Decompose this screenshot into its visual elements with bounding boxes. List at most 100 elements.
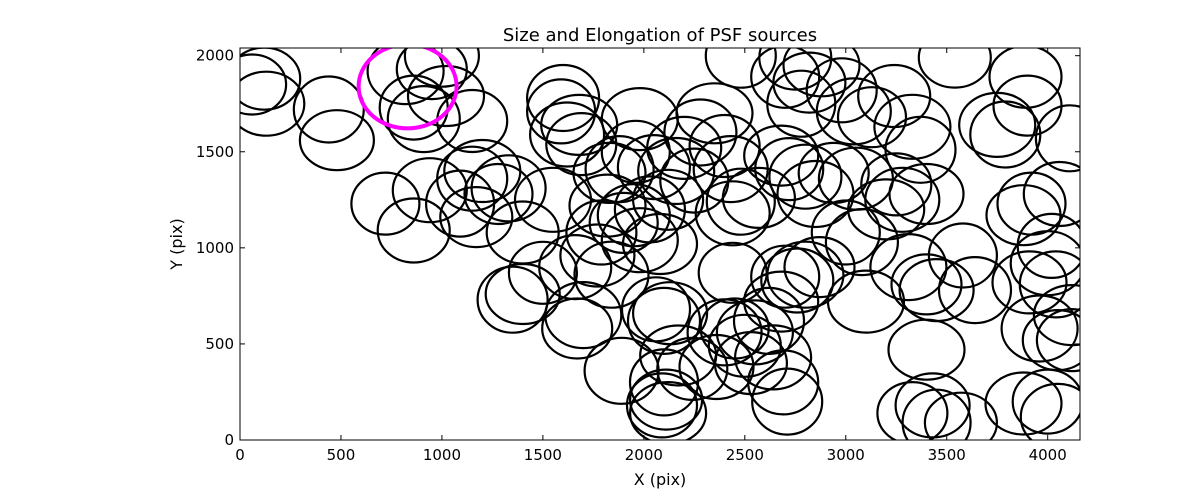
- x-tick-label: 0: [235, 446, 245, 464]
- x-tick-label: 2000: [625, 446, 663, 464]
- psf-source-ellipse: [366, 48, 445, 106]
- psf-source-ellipse: [628, 348, 700, 417]
- y-tick-label: 500: [205, 335, 234, 353]
- psf-source-ellipse: [754, 137, 825, 202]
- psf-source-ellipse: [705, 167, 776, 236]
- psf-source-ellipse: [613, 175, 687, 244]
- y-tick-label: 2000: [196, 47, 234, 65]
- x-axis-label: X (pix): [634, 470, 687, 489]
- psf-source-ellipse: [637, 136, 716, 206]
- psf-source-ellipse: [768, 143, 843, 210]
- psf-source-ellipse: [1009, 230, 1080, 297]
- psf-source-ellipse: [826, 269, 906, 334]
- psf-source-ellipse: [625, 372, 699, 439]
- psf-source-ellipse: [240, 53, 288, 116]
- x-tick-label: 3500: [928, 446, 966, 464]
- psf-source-ellipse: [620, 276, 692, 343]
- psf-source-ellipse: [631, 168, 705, 231]
- psf-source-ellipse: [694, 180, 771, 247]
- psf-source-ellipse: [626, 286, 702, 355]
- psf-source-ellipse: [901, 388, 972, 440]
- psf-source-ellipse: [876, 381, 949, 440]
- psf-source-ellipse: [1034, 104, 1080, 173]
- psf-source-ellipse: [836, 86, 908, 149]
- psf-source-ellipse: [507, 240, 579, 305]
- psf-source-ellipse: [733, 324, 813, 391]
- psf-source-ellipse: [463, 162, 534, 226]
- psf-source-ellipse: [1022, 160, 1080, 228]
- y-tick-label: 1500: [196, 143, 234, 161]
- psf-source-ellipse: [888, 162, 965, 226]
- psf-source-ellipse: [890, 253, 963, 316]
- plot-area: [240, 48, 1080, 440]
- x-tick-label: 500: [327, 446, 356, 464]
- psf-source-ellipse: [559, 223, 636, 288]
- y-tick-label: 1000: [196, 239, 234, 257]
- psf-source-ellipse: [376, 197, 451, 264]
- axes-frame: [239, 47, 1081, 441]
- y-axis-ticks: 0 500 1000 1500 2000: [196, 47, 1080, 449]
- psf-source-ellipse: [751, 367, 824, 436]
- psf-source-ellipse: [805, 57, 878, 124]
- psf-source-ellipse: [629, 381, 708, 440]
- psf-source-ellipse: [240, 48, 302, 111]
- psf-source-ellipse: [476, 265, 549, 334]
- psf-source-ellipse: [884, 115, 957, 184]
- psf-source-ellipse: [403, 48, 480, 88]
- psf-source-ellipse: [525, 63, 601, 133]
- psf-source-ellipse: [704, 48, 777, 89]
- psf-source-ellipse: [1021, 309, 1080, 372]
- x-tick-label: 1500: [524, 446, 562, 464]
- psf-source-ellipse: [600, 207, 679, 274]
- psf-source-ellipse: [864, 166, 941, 233]
- psf-source-ellipse: [391, 157, 468, 224]
- psf-source-ellipse: [783, 236, 856, 299]
- x-tick-label: 1000: [423, 446, 461, 464]
- psf-source-ellipse: [572, 141, 647, 204]
- psf-source-ellipse: [824, 208, 900, 277]
- y-axis-label: Y (pix): [167, 218, 186, 270]
- psf-source-ellipse: [984, 371, 1063, 436]
- psf-source-ellipse: [573, 240, 650, 309]
- psf-source-ellipse: [583, 336, 660, 405]
- psf-source-ellipse: [1035, 308, 1080, 373]
- psf-source-ellipse: [298, 109, 375, 172]
- psf-source-ellipse: [470, 154, 547, 223]
- psf-source-ellipse: [923, 391, 998, 440]
- psf-source-ellipse: [747, 349, 820, 416]
- psf-source-ellipse: [750, 48, 821, 109]
- psf-source-ellipse: [436, 145, 509, 212]
- chart-title: Size and Elongation of PSF sources: [503, 25, 817, 46]
- x-tick-label: 3000: [827, 446, 865, 464]
- x-axis-ticks: 0 500 1000 1500 2000 2500 3000 3500 4000: [235, 48, 1067, 464]
- psf-source-ellipse: [386, 84, 461, 154]
- psf-source-ellipse: [600, 86, 679, 152]
- psf-source-ellipse: [758, 48, 833, 91]
- psf-source-ellipse: [541, 297, 614, 360]
- psf-source-ellipse: [350, 171, 421, 236]
- psf-source-ellipse: [810, 199, 881, 266]
- y-tick-label: 0: [224, 431, 234, 449]
- psf-source-ellipse: [937, 256, 1013, 325]
- psf-source-ellipse: [1032, 284, 1080, 347]
- psf-source-ellipse: [406, 64, 486, 128]
- psf-source-ellipse: [873, 93, 952, 160]
- psf-source-ellipse: [721, 166, 797, 229]
- psf-source-ellipse: [869, 233, 948, 302]
- psf-source-ellipse: [697, 241, 768, 304]
- psf-source-ellipse: [688, 113, 761, 179]
- psf-source-ellipse: [991, 250, 1068, 315]
- psf-source-ellipse: [894, 372, 971, 439]
- psf-source-ellipse: [927, 222, 999, 289]
- psf-source-ellipse: [1019, 382, 1080, 440]
- psf-source-ellipse: [646, 115, 723, 180]
- psf-source-ellipse: [887, 318, 966, 381]
- psf-source-ellipse: [663, 98, 738, 167]
- psf-source-ellipse: [395, 48, 468, 101]
- psf-source-ellipse: [692, 135, 769, 204]
- psf-source-ellipse: [240, 70, 306, 137]
- x-tick-label: 4000: [1029, 446, 1067, 464]
- psf-source-ellipse: [760, 247, 835, 314]
- psf-source-ellipse: [743, 124, 820, 187]
